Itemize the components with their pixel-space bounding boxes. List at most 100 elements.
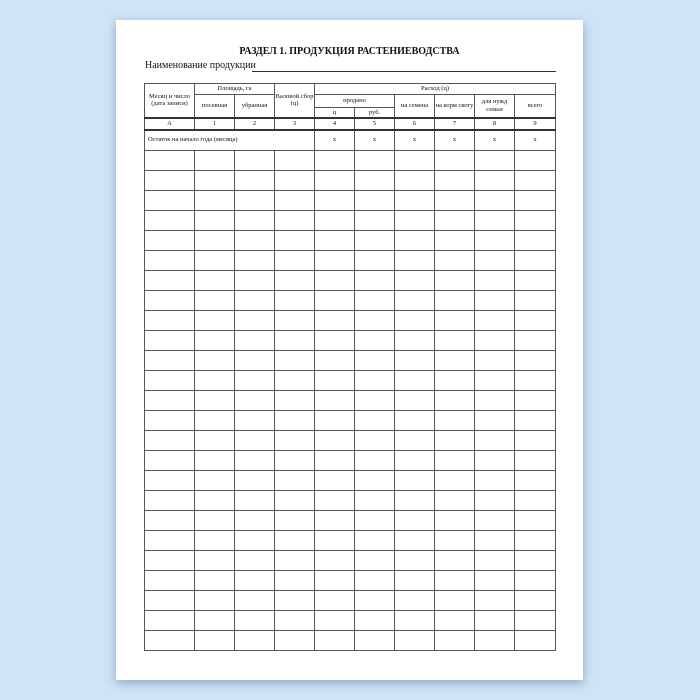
table-cell[interactable] (434, 169, 475, 191)
table-cell[interactable] (144, 149, 195, 171)
table-cell[interactable] (434, 149, 475, 171)
table-cell[interactable] (354, 309, 395, 331)
table-cell[interactable] (474, 309, 515, 331)
table-cell[interactable] (474, 609, 515, 631)
table-cell[interactable] (144, 489, 195, 511)
table-cell[interactable] (314, 149, 355, 171)
table-cell[interactable] (144, 369, 195, 391)
table-cell[interactable] (274, 189, 315, 211)
table-cell[interactable] (354, 269, 395, 291)
table-cell[interactable] (144, 209, 195, 231)
table-cell[interactable] (434, 329, 475, 351)
table-cell[interactable] (354, 469, 395, 491)
table-cell[interactable] (513, 149, 557, 171)
table-cell[interactable] (434, 289, 475, 311)
table-cell[interactable] (394, 569, 435, 591)
table-cell[interactable] (194, 589, 235, 611)
table-cell[interactable] (194, 569, 235, 591)
table-cell[interactable] (434, 489, 475, 511)
table-cell[interactable] (513, 329, 557, 351)
product-name-field[interactable] (252, 71, 556, 72)
table-cell[interactable] (314, 629, 355, 651)
table-cell[interactable] (394, 449, 435, 471)
table-cell[interactable] (513, 189, 557, 211)
table-cell[interactable] (144, 429, 195, 451)
table-cell[interactable] (474, 369, 515, 391)
table-cell[interactable] (474, 549, 515, 571)
table-cell[interactable] (234, 169, 275, 191)
table-cell[interactable] (144, 329, 195, 351)
table-cell[interactable] (394, 249, 435, 271)
table-cell[interactable] (194, 149, 235, 171)
table-cell[interactable] (144, 289, 195, 311)
table-cell[interactable] (354, 549, 395, 571)
table-cell[interactable] (354, 289, 395, 311)
table-cell[interactable] (234, 569, 275, 591)
table-cell[interactable] (144, 309, 195, 331)
table-cell[interactable] (194, 289, 235, 311)
table-cell[interactable] (194, 229, 235, 251)
table-cell[interactable] (434, 449, 475, 471)
table-cell[interactable] (234, 289, 275, 311)
table-cell[interactable] (144, 509, 195, 531)
table-cell[interactable] (274, 229, 315, 251)
table-cell[interactable] (194, 349, 235, 371)
table-cell[interactable] (394, 409, 435, 431)
table-cell[interactable] (474, 189, 515, 211)
table-cell[interactable] (144, 609, 195, 631)
table-cell[interactable] (513, 349, 557, 371)
table-cell[interactable] (144, 189, 195, 211)
table-cell[interactable] (194, 489, 235, 511)
table-cell[interactable] (513, 169, 557, 191)
table-cell[interactable] (144, 409, 195, 431)
table-cell[interactable] (314, 449, 355, 471)
table-cell[interactable] (314, 509, 355, 531)
table-cell[interactable] (194, 209, 235, 231)
table-cell[interactable] (354, 249, 395, 271)
table-cell[interactable] (513, 589, 557, 611)
table-cell[interactable] (234, 149, 275, 171)
table-cell[interactable] (394, 169, 435, 191)
table-cell[interactable] (354, 169, 395, 191)
table-cell[interactable] (234, 369, 275, 391)
table-cell[interactable] (474, 449, 515, 471)
table-cell[interactable] (513, 449, 557, 471)
table-cell[interactable] (234, 549, 275, 571)
table-cell[interactable] (474, 469, 515, 491)
table-cell[interactable] (474, 289, 515, 311)
table-cell[interactable] (144, 249, 195, 271)
table-cell[interactable] (394, 389, 435, 411)
table-cell[interactable] (394, 189, 435, 211)
table-cell[interactable] (314, 609, 355, 631)
table-cell[interactable] (274, 409, 315, 431)
table-cell[interactable] (234, 329, 275, 351)
table-cell[interactable] (144, 629, 195, 651)
table-cell[interactable] (513, 209, 557, 231)
table-cell[interactable] (434, 349, 475, 371)
table-cell[interactable] (513, 429, 557, 451)
table-cell[interactable] (274, 389, 315, 411)
table-cell[interactable] (144, 469, 195, 491)
table-cell[interactable] (194, 369, 235, 391)
table-cell[interactable] (394, 369, 435, 391)
table-cell[interactable] (434, 189, 475, 211)
table-cell[interactable] (513, 609, 557, 631)
table-cell[interactable] (434, 429, 475, 451)
table-cell[interactable] (354, 629, 395, 651)
table-cell[interactable] (194, 549, 235, 571)
table-cell[interactable] (513, 629, 557, 651)
table-cell[interactable] (513, 509, 557, 531)
table-cell[interactable] (144, 529, 195, 551)
table-cell[interactable] (474, 429, 515, 451)
table-cell[interactable] (434, 269, 475, 291)
table-cell[interactable] (274, 449, 315, 471)
table-cell[interactable] (194, 469, 235, 491)
table-cell[interactable] (314, 289, 355, 311)
table-cell[interactable] (314, 569, 355, 591)
table-cell[interactable] (513, 229, 557, 251)
table-cell[interactable] (144, 549, 195, 571)
table-cell[interactable] (314, 489, 355, 511)
table-cell[interactable] (354, 329, 395, 351)
table-cell[interactable] (394, 529, 435, 551)
table-cell[interactable] (474, 489, 515, 511)
